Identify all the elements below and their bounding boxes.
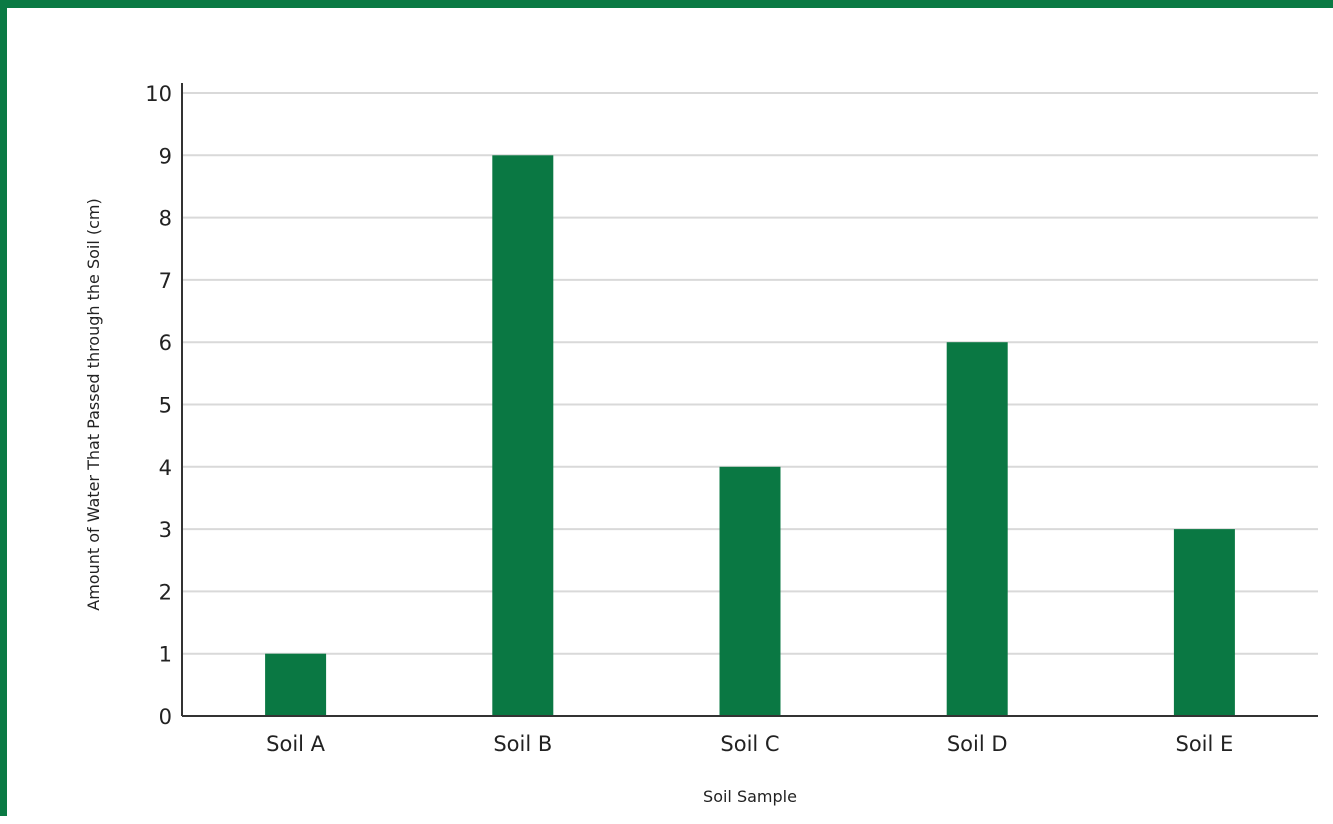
gridlines [182,92,1318,655]
x-tick-label: Soil E [1176,732,1234,756]
axes [181,83,1318,717]
y-tick-label: 4 [159,456,172,480]
y-axis-title: Amount of Water That Passed through the … [84,198,103,611]
x-tick-label: Soil C [720,732,779,756]
y-tick-label: 1 [159,643,172,667]
y-tick-label: 7 [159,269,172,293]
y-tick-label: 0 [159,705,172,729]
x-tick-label: Soil A [266,732,326,756]
y-tick-labels: 0 1 2 3 4 5 6 7 8 9 10 [145,82,172,729]
x-tick-labels: Soil A Soil B Soil C Soil D Soil E [266,732,1233,756]
y-tick-label: 9 [159,144,172,168]
y-tick-label: 8 [159,207,172,231]
x-axis-title: Soil Sample [703,787,797,806]
bars [265,155,1235,717]
bar-soil-b [492,155,554,717]
x-tick-label: Soil B [493,732,552,756]
y-tick-label: 10 [145,82,172,106]
bar-soil-d [946,342,1008,716]
y-tick-label: 6 [159,331,172,355]
bar-soil-e [1173,529,1235,716]
y-tick-label: 3 [159,518,172,542]
bar-soil-a [265,653,327,716]
bar-soil-c [719,466,781,716]
y-tick-label: 5 [159,394,172,418]
y-tick-label: 2 [159,580,172,604]
x-tick-label: Soil D [947,732,1008,756]
